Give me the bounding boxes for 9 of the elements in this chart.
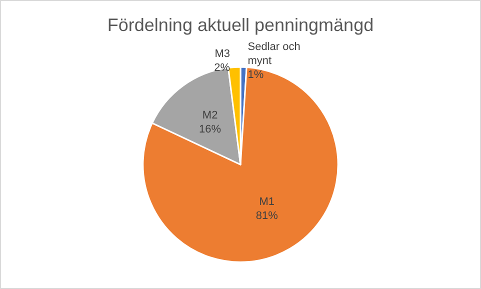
data-label: 81% bbox=[256, 210, 278, 222]
data-label: 1% bbox=[248, 69, 264, 82]
chart-title: Fördelning aktuell penningmängd bbox=[107, 15, 374, 35]
slice-label: M2 bbox=[202, 110, 218, 122]
slice-label: M1 bbox=[259, 196, 275, 208]
slice-label: Sedlar och mynt bbox=[248, 41, 304, 68]
data-label: 16% bbox=[199, 124, 222, 136]
data-label: 2% bbox=[214, 62, 230, 74]
slice-label: M3 bbox=[214, 48, 230, 60]
